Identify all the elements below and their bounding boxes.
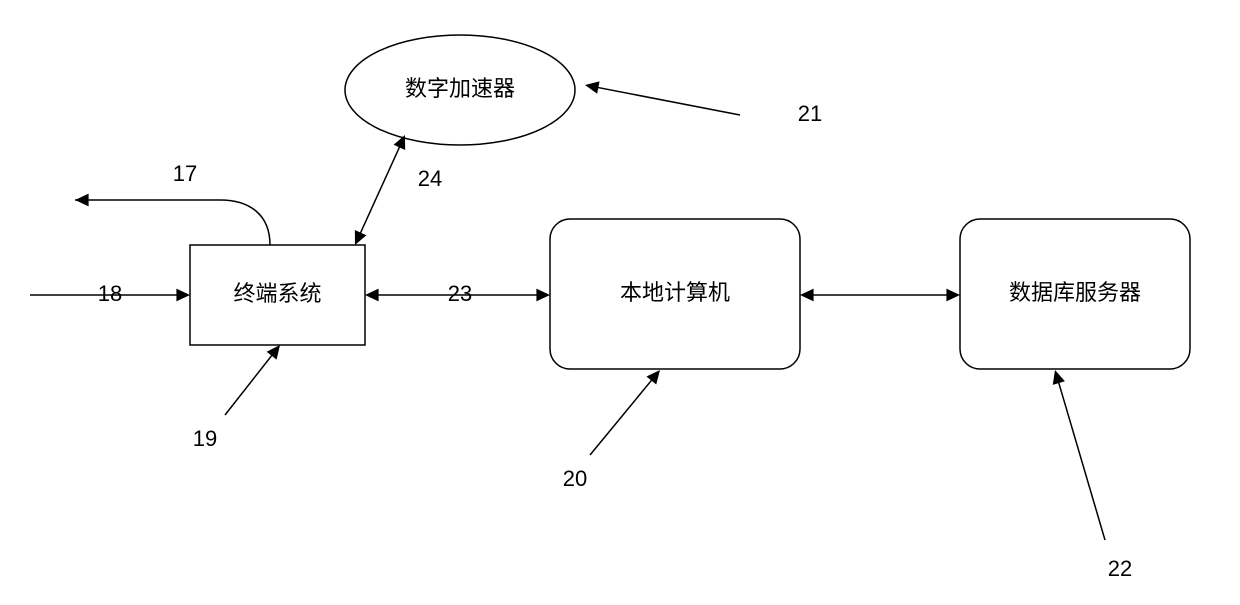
node-terminal: 终端系统	[190, 245, 365, 345]
edge-e21	[585, 81, 740, 115]
edge-e20	[590, 370, 660, 455]
ref-labels-group: 17 18 19 20 21 22 23 24	[98, 101, 1132, 581]
terminal-label: 终端系统	[233, 281, 321, 306]
local-pc-label: 本地计算机	[620, 280, 730, 305]
diagram-canvas: 数字加速器 终端系统 本地计算机 数据库服务器 17 18 19 20 21 22 23 24	[0, 0, 1240, 605]
accelerator-label: 数字加速器	[405, 76, 515, 101]
node-db-server: 数据库服务器	[960, 219, 1190, 369]
ref-label-17: 17	[173, 161, 197, 186]
ref-label-21: 21	[798, 101, 822, 126]
ref-label-24: 24	[418, 166, 442, 191]
ref-label-22: 22	[1108, 556, 1132, 581]
node-accelerator: 数字加速器	[345, 35, 575, 145]
edge-e_pc_db	[800, 289, 960, 302]
ref-label-23: 23	[448, 281, 472, 306]
ref-label-18: 18	[98, 281, 122, 306]
edge-e19	[225, 345, 280, 415]
edge-e24	[355, 135, 405, 245]
node-local-pc: 本地计算机	[550, 219, 800, 369]
edge-e22	[1053, 370, 1105, 540]
curve-17	[75, 194, 270, 245]
ref-label-20: 20	[563, 466, 587, 491]
ref-label-19: 19	[193, 426, 217, 451]
db-server-label: 数据库服务器	[1009, 280, 1141, 305]
